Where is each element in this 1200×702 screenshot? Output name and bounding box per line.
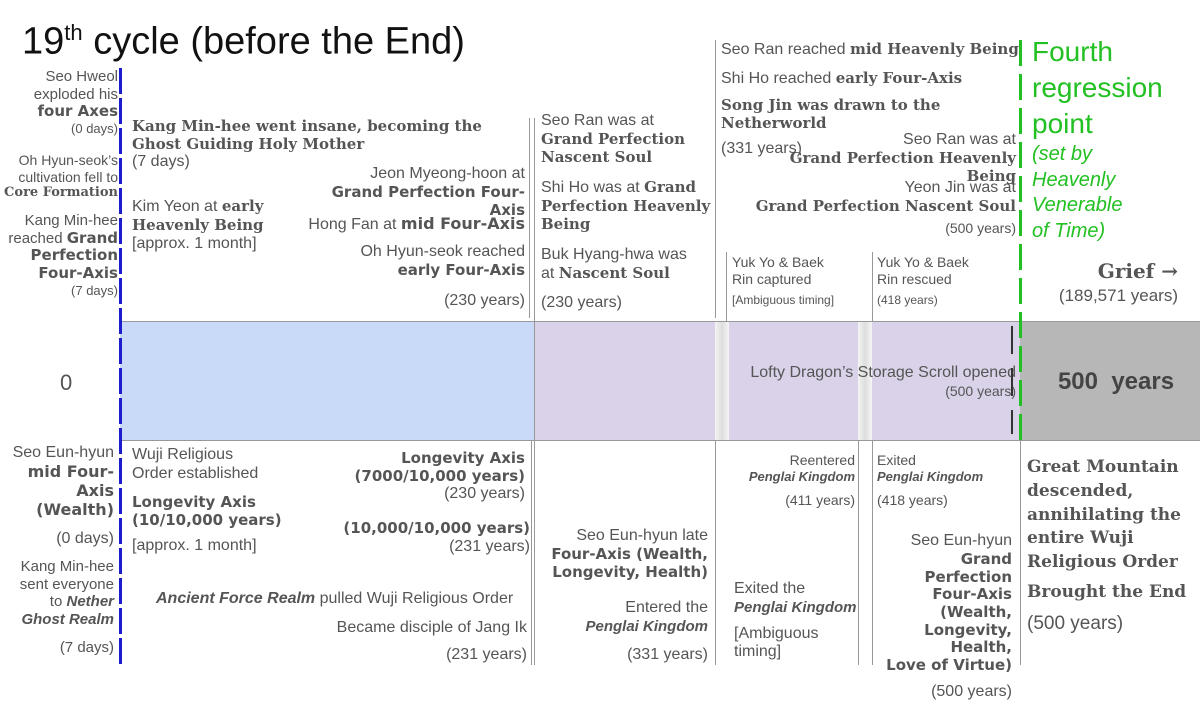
divider-col1b [534,118,535,665]
divider-col3c [872,252,873,321]
band-gap-2 [858,321,872,440]
col1-top-event2: Kim Yeon at early Heavenly Being [approx… [132,197,264,252]
regression-point-note: (set by Heavenly Venerable of Time) [1032,143,1123,242]
col1-bottom-event5: Ancient Force Realm pulled Wuji Religiou… [156,590,514,607]
col0-top-event3: Kang Min-hee reached Grand Perfection Fo… [8,212,118,298]
col2-bottom-event1: Seo Eun-hyun late Four-Axis (Wealth, Lon… [551,527,708,581]
divider-col3b [858,440,859,665]
blue-marker-line [119,68,122,665]
band-blue [120,321,534,440]
col2-top-event2: Shi Ho was at Grand Perfection Heavenly … [541,178,711,233]
col3-top-event1: Seo Ran reached mid Heavenly Being [721,40,1019,58]
col2-top-event1: Seo Ran was at Grand Perfection Nascent … [541,112,686,166]
band-zero-label: 0 [60,370,73,395]
col1-top-event3: Jeon Myeong-hoon at Grand Perfection Fou… [331,165,525,219]
col3-top-event7: Yuk Yo & Baek Rin rescued (418 years) [877,254,969,308]
page-title: 19th cycle (before the End) [22,20,465,63]
regression-point-label: Fourth regression point [1032,36,1163,139]
grief-label: Grief → (189,571 years) [1058,259,1178,305]
band-purple-3 [872,321,1020,440]
band-bottom-line [120,440,1200,441]
col2-top-event3: Buk Hyang-hwa was at Nascent Soul (230 y… [541,246,687,311]
col1-top-event1: Kang Min-hee went insane, becoming the G… [132,117,482,171]
band-purple-1 [534,321,715,440]
col3-top-event3: Song Jin was drawn to the Netherworld (3… [721,96,941,158]
divider-col2b [715,440,716,665]
band-end-label: 500 years [1057,368,1175,395]
col3-top-event6: Yuk Yo & Baek Rin captured [Ambiguous ti… [732,254,835,308]
col1-bottom-event3: Longevity Axis (7000/10,000 years) (230 … [354,449,525,503]
green-marker-line [1019,40,1022,440]
col1-top-event4: Hong Fan at mid Four-Axis [308,214,525,233]
end-event: Great Mountain descended, annihilating t… [1027,457,1187,634]
col3-bottom-event1: Reentered Penglai Kingdom (411 years) [748,452,855,508]
band-gray [1020,321,1200,440]
col0-bottom-event1: Seo Eun-hyun mid Four-Axis (Wealth) (0 d… [12,444,114,547]
divider-col1c [531,440,532,665]
divider-col3d [872,440,873,665]
col1-bottom-event1: Wuji Religious Order established [132,446,259,482]
col2-bottom-event2: Entered the Penglai Kingdom (331 years) [585,599,708,663]
col3-bottom-event3: Exited the Penglai Kingdom [Ambiguous ti… [734,580,857,661]
divider-col4 [1020,440,1021,665]
col3-top-event4: Seo Ran was at Grand Perfection Heavenly… [789,131,1016,185]
green-dash-band [1011,326,1013,434]
band-top-line [120,321,1200,322]
band-purple-2 [729,321,858,440]
col0-top-event1: Seo Hweol exploded his four Axes (0 days… [33,68,118,137]
col0-bottom-event2: Kang Min-hee sent everyone to Nether Gho… [19,558,114,656]
col1-bottom-event2: Longevity Axis (10/10,000 years) [approx… [132,493,282,555]
col3-top-event2: Shi Ho reached early Four-Axis [721,69,963,87]
band-gap-1 [715,321,729,440]
col1-bottom-event4: (10,000/10,000 years) (231 years) [343,519,530,555]
col1-bottom-event6: Became disciple of Jang Ik (231 years) [336,619,527,663]
divider-col3a [726,252,727,321]
col3-top-event5: Yeon Jin was at Grand Perfection Nascent… [755,179,1016,236]
col1-top-event5: Oh Hyun-seok reached early Four-Axis (23… [360,243,525,309]
divider-col2 [715,40,716,318]
divider-col1 [529,118,530,318]
col0-top-event2: Oh Hyun-seok’s cultivation fell to Core … [4,152,118,201]
scroll-event: Lofty Dragon’s Storage Scroll opened (50… [750,364,1016,399]
col3-bottom-event4: Seo Eun-hyun Grand Perfection Four-Axis … [886,532,1012,700]
col3-bottom-event2: Exited Penglai Kingdom (418 years) [877,452,984,508]
